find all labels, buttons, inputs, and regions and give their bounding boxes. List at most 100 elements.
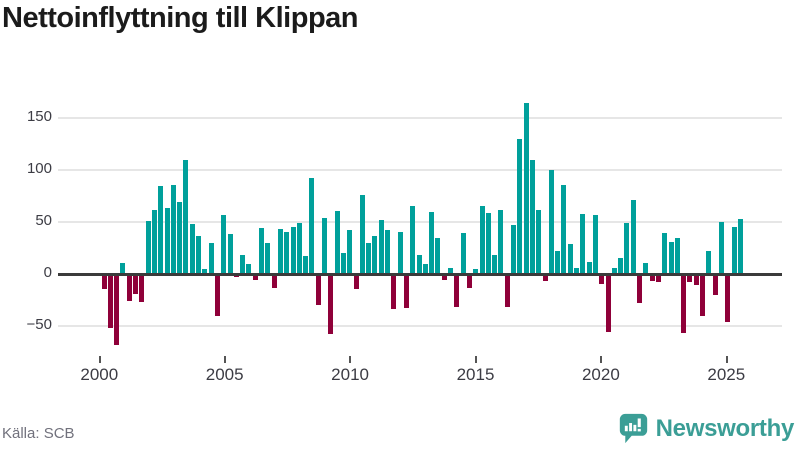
bar-positive (643, 262, 649, 274)
bar-positive (277, 229, 283, 274)
bar-negative (114, 274, 120, 345)
bar-negative (655, 274, 661, 283)
bar-negative (233, 274, 239, 278)
bar-positive (706, 251, 712, 274)
bar-negative (315, 274, 321, 306)
bar-positive (586, 261, 592, 274)
bar-positive (284, 232, 290, 274)
bar-positive (555, 251, 561, 274)
bar-positive (347, 230, 353, 274)
bar-positive (240, 255, 246, 274)
x-axis-tick (600, 356, 603, 363)
bar-positive (737, 218, 743, 274)
zero-axis-line (58, 272, 782, 276)
bar-negative (725, 274, 731, 322)
bar-positive (429, 211, 435, 274)
bar-negative (466, 274, 472, 288)
gridline (58, 325, 782, 327)
bar-negative (712, 274, 718, 295)
y-axis-tick-label: 150 (26, 108, 52, 125)
bar-positive (611, 267, 617, 274)
newsworthy-logo: Newsworthy (618, 412, 794, 445)
x-axis-tick-label: 2010 (331, 365, 369, 384)
bar-positive (120, 262, 126, 274)
bar-negative (504, 274, 510, 308)
bar-positive (567, 243, 573, 274)
bar-positive (731, 227, 737, 274)
bar-positive (372, 235, 378, 274)
bar-negative (599, 274, 605, 285)
bar-positive (416, 255, 422, 274)
bar-positive (170, 184, 176, 274)
bar-positive (397, 232, 403, 274)
bar-negative (649, 274, 655, 282)
bar-positive (410, 206, 416, 274)
x-axis-tick (349, 356, 352, 363)
y-axis-tick-label: 50 (35, 212, 52, 229)
bar-positive (574, 267, 579, 274)
bar-positive (580, 213, 586, 274)
bar-positive (227, 234, 233, 274)
bar-positive (618, 258, 624, 274)
bar-positive (177, 202, 183, 274)
bar-positive (536, 209, 542, 274)
bar-positive (422, 263, 428, 274)
bar-positive (378, 219, 384, 274)
bar-negative (214, 274, 220, 316)
bar-positive (290, 227, 296, 274)
gridline (58, 221, 782, 223)
bar-positive (561, 184, 567, 274)
gridline (58, 117, 782, 119)
chart-title: Nettoinflyttning till Klippan (2, 2, 359, 34)
bar-positive (492, 255, 498, 274)
bar-positive (202, 268, 208, 274)
bar-positive (718, 222, 724, 274)
x-axis-tick (725, 356, 728, 363)
bar-negative (605, 274, 611, 333)
bar-positive (189, 224, 195, 274)
bar-negative (687, 274, 693, 283)
bar-positive (529, 159, 535, 274)
bar-negative (391, 274, 397, 310)
x-axis-tick-label: 2020 (581, 365, 620, 384)
bar-positive (674, 237, 680, 274)
bar-negative (126, 274, 132, 302)
bar-positive (265, 242, 271, 274)
x-axis-tick-label: 2005 (205, 365, 244, 384)
y-axis-tick-label: 100 (26, 160, 52, 177)
newsworthy-speech-bubble-chart-icon (618, 412, 649, 445)
bar-positive (548, 170, 554, 274)
bar-positive (523, 103, 529, 274)
bar-negative (133, 274, 138, 294)
x-axis-tick (98, 356, 101, 363)
bar-positive (322, 217, 327, 274)
y-axis-tick-label: −50 (26, 316, 52, 333)
bar-negative (139, 274, 145, 303)
x-axis-tick-label: 2000 (80, 365, 119, 384)
bar-positive (630, 200, 636, 274)
x-axis-tick-label: 2015 (456, 365, 495, 384)
source-label: Källa: SCB (2, 425, 75, 442)
bar-positive (511, 225, 516, 274)
bar-positive (164, 208, 170, 274)
bar-positive (448, 267, 453, 274)
bar-positive (473, 268, 479, 274)
bar-negative (107, 274, 113, 329)
bar-negative (353, 274, 359, 289)
bar-positive (340, 253, 346, 274)
bar-positive (517, 138, 523, 274)
bar-positive (662, 233, 668, 274)
bar-positive (485, 212, 491, 274)
bar-positive (196, 235, 201, 274)
bar-negative (271, 274, 277, 288)
bar-positive (208, 242, 214, 274)
bar-positive (668, 241, 674, 274)
bar-positive (479, 206, 485, 274)
bar-negative (328, 274, 334, 335)
bar-positive (151, 209, 157, 274)
bar-positive (303, 256, 309, 274)
bar-negative (252, 274, 258, 281)
bar-negative (441, 274, 447, 281)
x-axis-tick (474, 356, 477, 363)
